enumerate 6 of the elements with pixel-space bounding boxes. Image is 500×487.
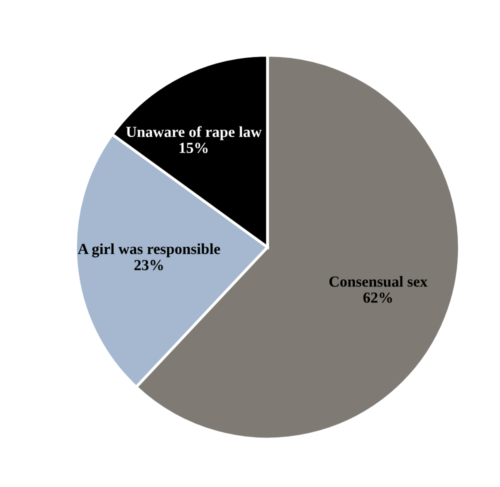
slice-label: Unaware of rape law	[126, 126, 262, 140]
slice-label: Consensual sex	[329, 276, 428, 287]
data-label: 23%	[134, 260, 163, 270]
data-label: 62%	[363, 292, 392, 303]
slice-label: A girl was responsible	[78, 243, 220, 258]
data-label: 15%	[180, 142, 208, 154]
